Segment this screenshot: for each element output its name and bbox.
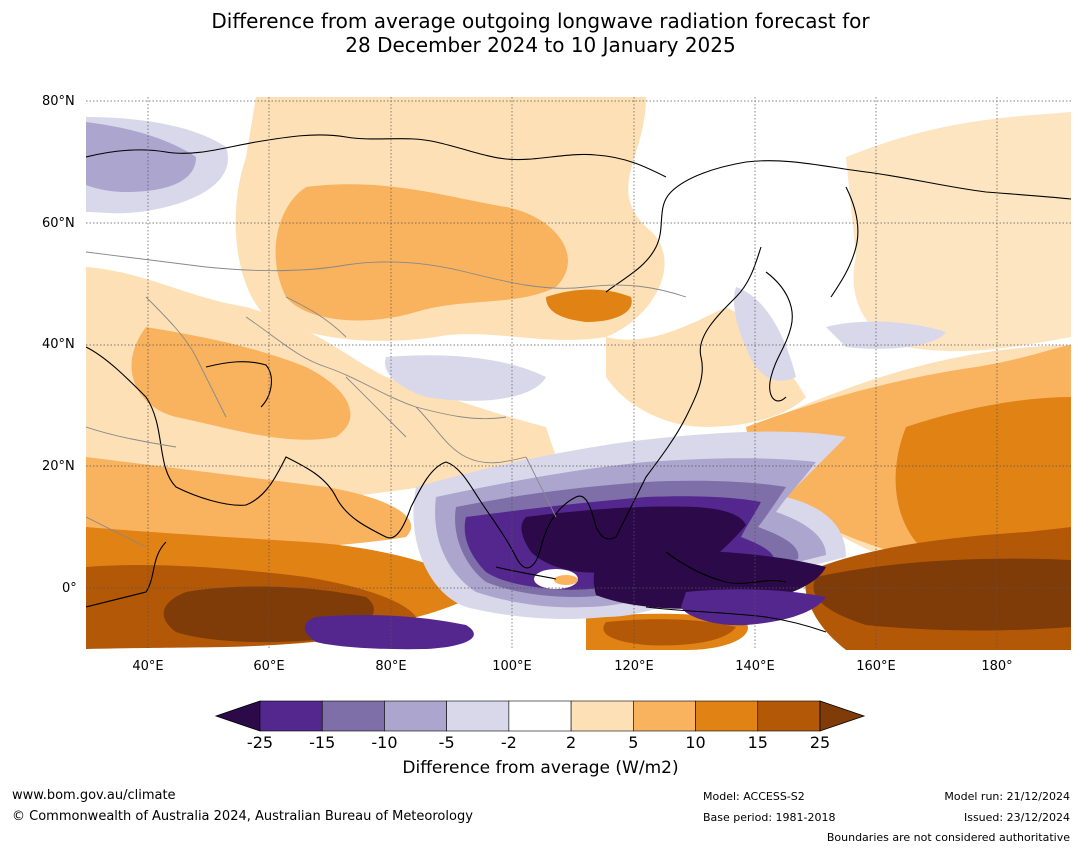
colorbar-tick-label: -5: [438, 733, 455, 752]
footer-disclaimer: Boundaries are not considered authoritat…: [826, 831, 1070, 844]
graticule: [86, 97, 1071, 650]
colorbar-tick-label: 2: [566, 733, 577, 752]
lon-label-180: 180°: [981, 659, 1013, 674]
lon-label-40e: 40°E: [132, 659, 164, 674]
colorbar-cell: [446, 700, 510, 732]
footer-copyright: © Commonwealth of Australia 2024, Austra…: [12, 809, 473, 824]
colorbar-tick-label: -15: [309, 733, 336, 752]
colorbar-tick-label: 5: [628, 733, 639, 752]
colorbar-extend-high: [819, 700, 866, 732]
lat-label-60n: 60°N: [42, 216, 75, 231]
map-title-line1: Difference from average outgoing longwav…: [211, 9, 870, 33]
colorbar-cell: [570, 700, 634, 732]
map-title-line2: 28 December 2024 to 10 January 2025: [345, 33, 736, 57]
colorbar-label: Difference from average (W/m2): [402, 758, 679, 778]
lat-label-0: 0°: [62, 581, 77, 596]
colorbar-cell: [321, 700, 385, 732]
colorbar-tick-label: 25: [809, 733, 831, 752]
lon-label-60e: 60°E: [253, 659, 285, 674]
colorbar-tick-label: 10: [685, 733, 706, 752]
lon-label-80e: 80°E: [375, 659, 407, 674]
colorbar-tick-label: -25: [246, 733, 274, 752]
lat-label-40n: 40°N: [42, 337, 75, 352]
lon-label-140e: 140°E: [735, 659, 775, 674]
colorbar-tick-label: -10: [371, 733, 398, 752]
footer-model: Model: ACCESS-S2: [703, 790, 805, 803]
lat-label-20n: 20°N: [42, 459, 75, 474]
colorbar-cell: [757, 700, 821, 732]
footer-base-period: Base period: 1981-2018: [703, 811, 836, 824]
olr-anomaly-map: [86, 97, 1071, 650]
colorbar-cell: [633, 700, 696, 732]
colorbar-tick-label: 15: [747, 733, 768, 752]
colorbar-cell: [384, 700, 447, 732]
colorbar-cell: [259, 700, 323, 732]
lat-label-80n: 80°N: [42, 94, 75, 109]
coastlines: [86, 134, 1071, 633]
lon-label-160e: 160°E: [856, 659, 896, 674]
country-borders: [86, 251, 687, 548]
lon-label-100e: 100°E: [492, 659, 532, 674]
lon-label-120e: 120°E: [614, 659, 654, 674]
colorbar-extend-low: [214, 700, 261, 732]
footer-issued: Issued: 23/12/2024: [963, 811, 1070, 824]
colorbar-cell: [508, 700, 572, 732]
colorbar-tick-label: -2: [500, 733, 517, 752]
colorbar-cell: [695, 700, 759, 732]
footer-website: www.bom.gov.au/climate: [12, 788, 176, 803]
footer-model-run: Model run: 21/12/2024: [944, 790, 1070, 803]
